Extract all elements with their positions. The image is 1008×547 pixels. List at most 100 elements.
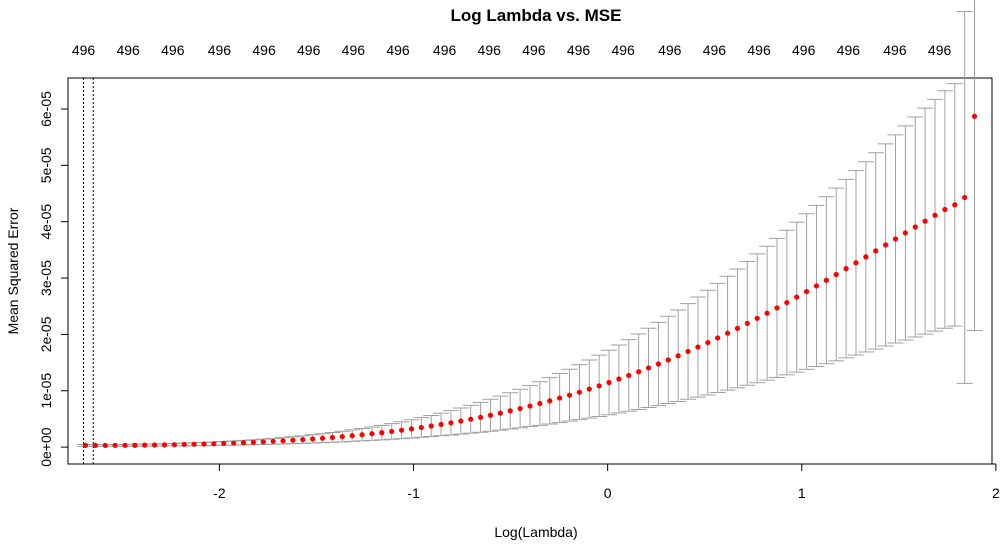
top-tick-label: 496 <box>252 42 276 58</box>
data-point <box>191 441 197 447</box>
y-axis-label: Mean Squared Error <box>5 207 21 334</box>
data-point <box>883 242 889 248</box>
data-point <box>122 442 128 448</box>
top-tick-label: 496 <box>792 42 816 58</box>
data-point <box>201 441 207 447</box>
data-point <box>665 357 671 363</box>
data-point <box>794 294 800 300</box>
data-point <box>942 206 948 213</box>
data-point <box>576 389 582 395</box>
data-point <box>863 254 869 260</box>
data-point <box>102 442 108 449</box>
top-tick-label: 496 <box>611 42 635 58</box>
data-point <box>181 441 187 448</box>
data-point <box>260 439 266 445</box>
data-point <box>715 335 721 341</box>
data-point <box>527 403 533 409</box>
top-tick-label: 496 <box>928 42 952 58</box>
data-point <box>497 410 503 416</box>
data-point <box>675 353 681 359</box>
data-point <box>685 348 691 355</box>
y-tick-label: 5e-05 <box>38 147 54 183</box>
top-tick-label: 496 <box>208 42 232 58</box>
top-tick-label: 496 <box>567 42 591 58</box>
data-point <box>596 383 602 389</box>
data-point <box>705 339 711 346</box>
data-point <box>359 432 365 438</box>
reference-lines <box>83 78 94 464</box>
top-tick-label: 496 <box>161 42 185 58</box>
data-point <box>823 277 829 283</box>
data-point <box>695 344 701 350</box>
top-tick-label: 496 <box>386 42 410 58</box>
data-point <box>586 386 592 392</box>
data-point <box>734 325 741 331</box>
data-point <box>487 412 494 418</box>
data-point <box>92 442 98 449</box>
top-tick-label: 496 <box>703 42 727 58</box>
data-point <box>932 212 938 218</box>
data-point <box>231 440 237 446</box>
data-point <box>389 428 395 435</box>
data-point <box>843 266 849 272</box>
top-tick-label: 496 <box>297 42 321 58</box>
error-bars <box>77 0 983 447</box>
data-point <box>803 288 810 295</box>
data-point <box>369 431 375 437</box>
data-point <box>438 421 444 428</box>
y-tick-label: 1e-05 <box>38 373 54 409</box>
data-points <box>82 113 978 449</box>
data-point <box>142 442 148 448</box>
x-tick-label: 1 <box>798 485 806 501</box>
data-point <box>152 442 158 448</box>
top-tick-label: 496 <box>342 42 366 58</box>
data-point <box>468 416 474 422</box>
data-point <box>458 418 464 424</box>
top-tick-label: 496 <box>116 42 140 58</box>
data-point <box>280 438 286 444</box>
data-point <box>833 271 839 278</box>
data-point <box>971 113 978 119</box>
top-tick-label: 496 <box>658 42 682 58</box>
data-point <box>300 437 306 443</box>
data-point <box>784 299 790 306</box>
data-point <box>645 365 652 371</box>
data-point <box>626 372 632 379</box>
x-axis: -2 -1 0 1 2 <box>213 463 1000 501</box>
data-point <box>339 433 345 440</box>
y-tick-label: 2e-05 <box>38 316 54 352</box>
data-point <box>349 433 355 439</box>
data-point <box>764 310 770 316</box>
data-point <box>428 423 434 429</box>
top-tick-label: 496 <box>72 42 96 58</box>
data-point <box>379 430 385 436</box>
top-tick-label: 496 <box>522 42 546 58</box>
data-point <box>962 194 968 201</box>
y-tick-label: 6e-05 <box>38 91 54 127</box>
data-point <box>566 392 573 398</box>
data-point <box>616 376 622 382</box>
data-point <box>250 439 257 445</box>
data-point <box>902 230 908 236</box>
top-axis: 496 496 496 496 496 496 496 496 496 496 496 496 496 4… <box>72 42 952 58</box>
data-point <box>744 320 750 327</box>
data-point <box>448 420 454 426</box>
data-point <box>161 442 168 448</box>
data-point <box>398 427 405 433</box>
data-point <box>724 330 731 336</box>
top-tick-label: 496 <box>478 42 502 58</box>
data-point <box>655 361 662 367</box>
y-tick-label: 3e-05 <box>38 260 54 296</box>
y-tick-label: 0e+00 <box>38 427 54 467</box>
data-point <box>240 440 247 446</box>
data-point <box>221 440 227 446</box>
data-point <box>606 379 612 386</box>
data-point <box>952 202 958 208</box>
data-point <box>774 305 780 311</box>
data-point <box>310 436 316 442</box>
data-point <box>408 426 415 432</box>
x-tick-label: -2 <box>213 485 226 501</box>
data-point <box>892 236 899 242</box>
y-axis: 0e+00 1e-05 2e-05 3e-05 4e-05 5e-05 6e-05 <box>38 91 69 467</box>
